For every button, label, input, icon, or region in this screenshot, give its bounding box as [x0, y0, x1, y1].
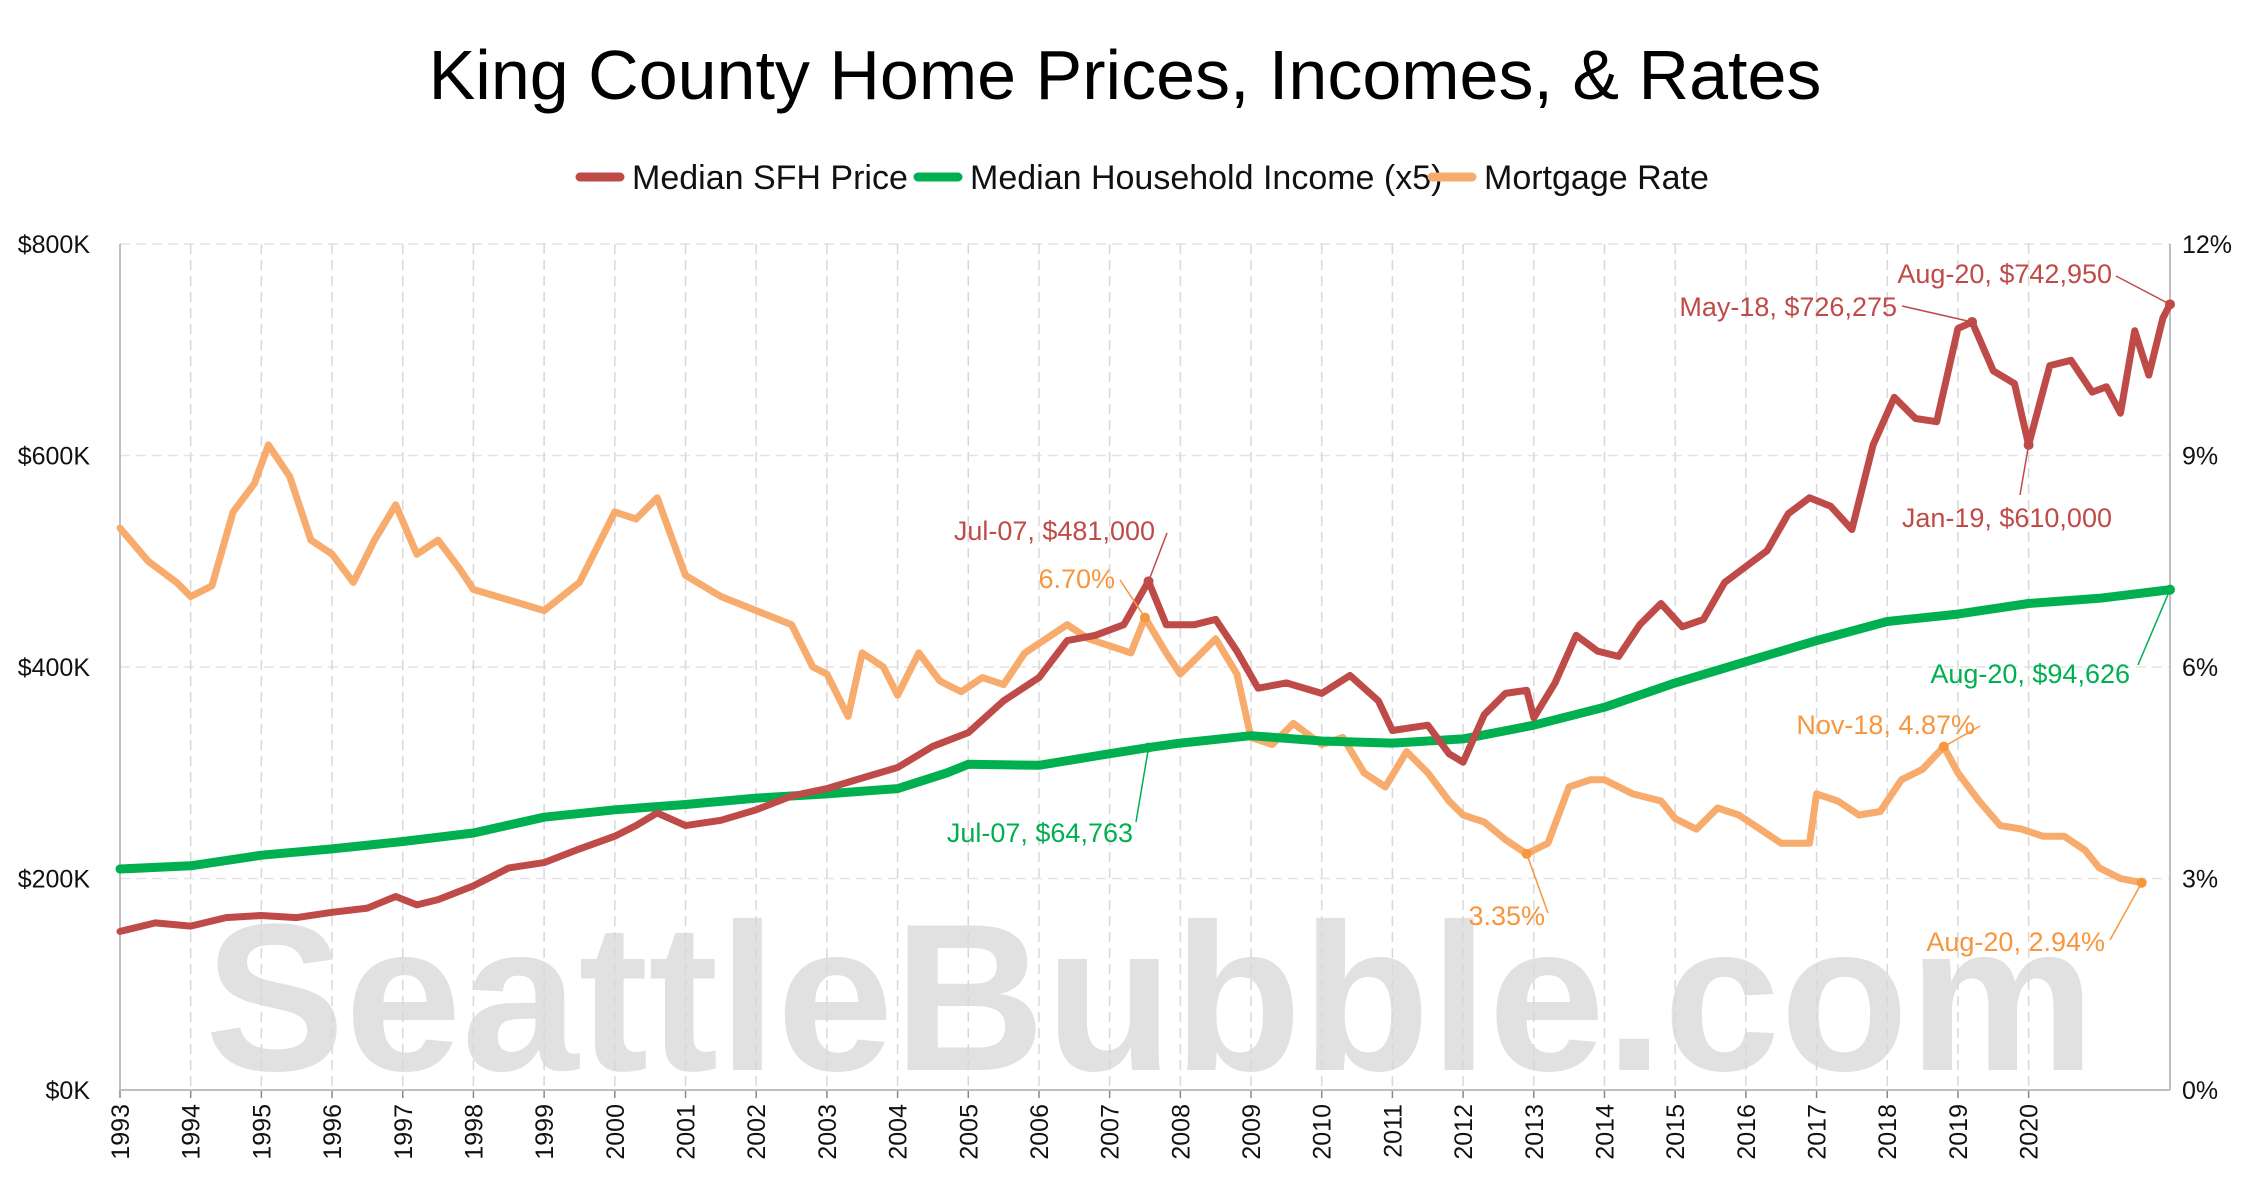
grid: [120, 243, 2170, 1091]
x-tick-label: 2003: [814, 1104, 842, 1160]
annotation-label: 3.35%: [1468, 901, 1545, 931]
annotation-label: Jul-07, $64,763: [947, 818, 1133, 848]
annotation-label: May-18, $726,275: [1679, 292, 1897, 322]
annotation-marker: [1143, 742, 1154, 753]
x-tick-label: 2015: [1662, 1104, 1690, 1160]
x-tick-label: 2019: [1945, 1104, 1973, 1160]
axes: $0K $200K $400K $600K $800K 0% 3% 6% 9% 12% 1993 19…: [18, 231, 2232, 1160]
series-line-median-household-income-x5: [115, 585, 2175, 874]
annotation-leader: [2115, 275, 2171, 305]
annotation-leader: [1135, 747, 1150, 823]
annotation-label: Nov-18, 4.87%: [1796, 710, 1975, 740]
annotation-label: Jan-19, $610,000: [1902, 503, 2112, 533]
x-tick-label: 1995: [248, 1104, 276, 1160]
series-lines: [115, 300, 2175, 935]
x-tick-label: 2020: [2016, 1104, 2044, 1160]
x-tick-label: 1994: [178, 1104, 206, 1160]
x-tick-label: 2005: [955, 1104, 983, 1160]
y-left-tick-label: $400K: [18, 654, 91, 682]
annotation-marker: [1140, 612, 1150, 623]
annotation-marker: [2136, 877, 2147, 888]
x-tick-label: 2007: [1097, 1104, 1125, 1160]
y-right-tick-label: 3%: [2182, 866, 2218, 894]
x-tick-label: 1998: [460, 1104, 488, 1160]
annotation-leader: [1943, 725, 1981, 748]
x-tick-label: 2008: [1167, 1104, 1195, 1160]
series-line-median-sfh-price: [116, 300, 2174, 935]
annotation-label: Aug-20, $94,626: [1930, 659, 2130, 689]
x-tick-label: 2001: [673, 1104, 701, 1160]
watermark: SeattleBubble.com: [205, 880, 2095, 1115]
legend: Median SFH Price Median Household Income …: [575, 159, 1709, 197]
x-tick-label: 2018: [1874, 1104, 1902, 1160]
annotation-marker: [1521, 848, 1532, 859]
y-right-tick-label: 0%: [2182, 1077, 2218, 1105]
x-tick-label: 2017: [1804, 1104, 1832, 1160]
annotation-marker: [2165, 584, 2175, 595]
y-right-tick-label: 6%: [2182, 654, 2218, 682]
annotation-label: 6.70%: [1038, 564, 1115, 594]
annotation-label: Aug-20, $742,950: [1897, 259, 2112, 289]
annotation-marker: [1967, 316, 1978, 327]
annotation-leader: [2019, 444, 2030, 496]
y-left-tick-label: $800K: [18, 231, 91, 259]
legend-label: Median SFH Price: [632, 159, 908, 197]
x-tick-label: 2000: [602, 1104, 630, 1160]
annotation-leader: [1119, 579, 1146, 619]
annotation-leader: [2109, 882, 2143, 941]
annotation-marker: [1143, 576, 1154, 587]
annotation-leader: [1901, 305, 1973, 323]
annotation-leader: [1147, 532, 1168, 582]
annotation-marker: [2165, 299, 2175, 310]
x-tick-label: 2014: [1591, 1104, 1619, 1160]
y-left-tick-label: $600K: [18, 443, 91, 471]
x-tick-label: 2010: [1309, 1104, 1337, 1160]
y-left-tick-label: $200K: [18, 866, 91, 894]
x-tick-label: 1993: [107, 1104, 135, 1160]
chart-title: King County Home Prices, Incomes, & Rate…: [429, 36, 1822, 114]
x-tick-label: 2009: [1238, 1104, 1266, 1160]
x-tick-label: 1996: [319, 1104, 347, 1160]
y-right-tick-label: 9%: [2182, 443, 2218, 471]
annotation-leader: [1526, 853, 1549, 914]
x-tick-label: 2011: [1379, 1104, 1407, 1158]
annotation-label: Aug-20, 2.94%: [1926, 927, 2105, 957]
x-tick-label: 2016: [1733, 1104, 1761, 1160]
x-tick-label: 2013: [1521, 1104, 1549, 1160]
x-tick-label: 2002: [743, 1104, 771, 1160]
legend-label: Median Household Income (x5): [970, 159, 1442, 197]
x-tick-label: 1999: [531, 1104, 559, 1160]
x-tick-label: 1997: [390, 1104, 418, 1160]
x-tick-label: 2004: [885, 1104, 913, 1160]
annotation-leader: [2137, 589, 2171, 666]
annotation-label: Jul-07, $481,000: [954, 516, 1155, 546]
annotation-marker: [1938, 741, 1949, 752]
legend-label: Mortgage Rate: [1484, 159, 1709, 197]
y-left-tick-label: $0K: [46, 1077, 91, 1105]
x-tick-label: 2006: [1026, 1104, 1054, 1160]
annotation-marker: [2023, 439, 2034, 450]
x-tick-label: 2012: [1450, 1104, 1478, 1160]
y-right-tick-label: 12%: [2182, 231, 2232, 259]
series-line-mortgage-rate: [116, 441, 2146, 887]
